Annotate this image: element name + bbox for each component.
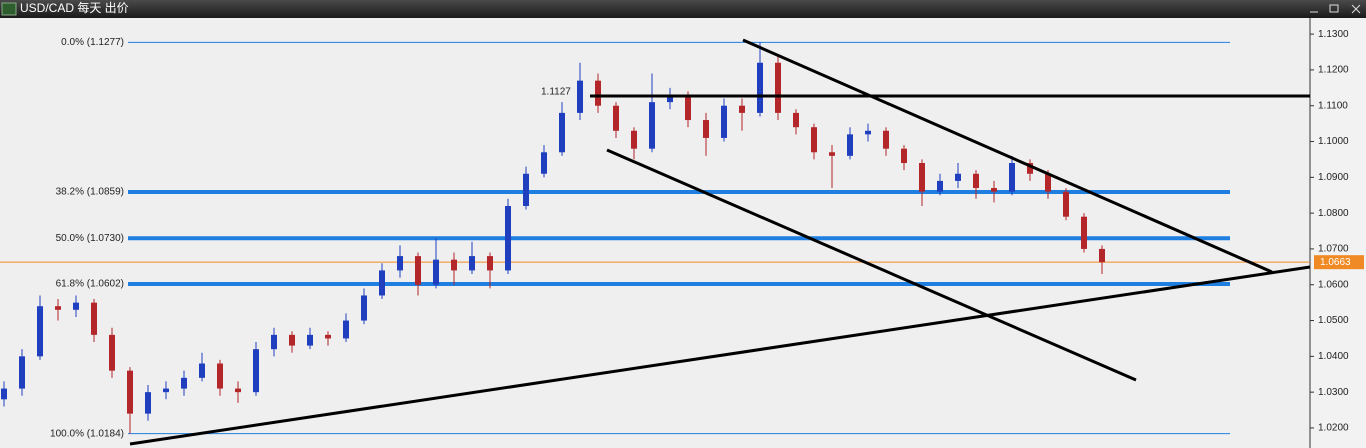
candle-body — [523, 173, 529, 206]
trendlines — [129, 38, 1311, 446]
app-icon — [1, 2, 17, 16]
plot-area — [0, 18, 1310, 448]
candle-body — [739, 105, 745, 113]
candle-body — [559, 112, 565, 153]
y-tick-label: 1.1000 — [1318, 136, 1349, 147]
restore-button[interactable] — [1329, 4, 1339, 13]
candle-body — [325, 334, 331, 339]
candle-body — [199, 363, 205, 378]
candle-body — [631, 130, 637, 149]
fib-label: 50.0% (1.0730) — [56, 233, 124, 244]
annotation: 1.1127 — [541, 87, 571, 98]
y-tick-label: 1.0500 — [1318, 315, 1349, 326]
y-tick-label: 1.0800 — [1318, 208, 1349, 219]
candle-body — [847, 134, 853, 156]
candle-body — [235, 388, 241, 393]
y-tick-label: 1.0600 — [1318, 279, 1349, 290]
candle-body — [1009, 163, 1015, 192]
candle-body — [829, 152, 835, 156]
candle-body — [37, 306, 43, 357]
candle-body — [343, 320, 349, 339]
candle-body — [19, 356, 25, 389]
candle-body — [613, 105, 619, 131]
candle-body — [649, 102, 655, 149]
close-button[interactable] — [1351, 4, 1361, 14]
channel-upper — [742, 38, 1273, 274]
candle-body — [865, 130, 871, 135]
price-axis — [1310, 18, 1366, 448]
candle-body — [127, 370, 133, 414]
candle-body — [181, 377, 187, 389]
y-tick-label: 1.1200 — [1318, 65, 1349, 76]
candle-body — [811, 127, 817, 153]
candle-body — [793, 112, 799, 128]
candle-body — [307, 334, 313, 346]
candle-body — [667, 94, 673, 103]
y-tick-label: 1.1300 — [1318, 29, 1349, 40]
candle-body — [919, 163, 925, 192]
fib-label: 0.0% (1.1277) — [61, 37, 124, 48]
candle-body — [469, 256, 475, 271]
candle-body — [1081, 216, 1087, 249]
current-price-label: 1.0663 — [1320, 257, 1351, 268]
candle-body — [433, 259, 439, 285]
candle-body — [487, 256, 493, 271]
y-tick-label: 1.0300 — [1318, 387, 1349, 398]
candle-body — [73, 302, 79, 310]
candle-body — [271, 334, 277, 350]
y-axis: 1.0200 1.0300 1.0400 1.0500 1.0600 1.0700 1.08… — [1310, 29, 1364, 434]
candle-body — [289, 334, 295, 346]
y-tick-label: 1.0900 — [1318, 172, 1349, 183]
candle-body — [361, 295, 367, 321]
candle-body — [577, 80, 583, 113]
support-trendline — [129, 265, 1311, 446]
candle-body — [91, 302, 97, 335]
candle-body — [451, 259, 457, 271]
y-tick-label: 1.0700 — [1318, 244, 1349, 255]
candle-body — [397, 256, 403, 271]
candle-body — [973, 173, 979, 189]
y-tick-label: 1.1100 — [1318, 100, 1348, 111]
candle-body — [163, 388, 169, 393]
candle-body — [775, 62, 781, 113]
candle-body — [1099, 248, 1105, 263]
fib-label: 38.2% (1.0859) — [56, 187, 124, 198]
fib-label: 61.8% (1.0602) — [56, 279, 124, 290]
candle-body — [721, 105, 727, 138]
candle-body — [109, 334, 115, 371]
candle-body — [937, 180, 943, 192]
fibonacci: 0.0% (1.1277) 38.2% (1.0859) 50.0% (1.0730… — [0, 37, 1310, 439]
candle-body — [685, 94, 691, 121]
candle-body — [883, 130, 889, 149]
candle-body — [1, 388, 7, 400]
y-tick-label: 1.0200 — [1318, 423, 1349, 434]
y-tick-label: 1.0400 — [1318, 351, 1349, 362]
channel-lower — [606, 148, 1137, 382]
candle-body — [991, 188, 997, 192]
candle-body — [595, 80, 601, 106]
candle-body — [1027, 163, 1033, 174]
candle-body — [757, 62, 763, 113]
candle-body — [1063, 191, 1069, 217]
candle-body — [415, 256, 421, 285]
current-price-box — [1314, 255, 1364, 270]
candle-body — [901, 148, 907, 164]
candle-body — [145, 392, 151, 414]
candle-body — [955, 173, 961, 181]
candles — [1, 42, 1105, 434]
title-bar — [0, 0, 1366, 18]
fib-label: 100.0% (1.0184) — [50, 428, 124, 439]
candle-body — [379, 270, 385, 296]
candle-body — [55, 306, 61, 310]
candle-body — [703, 120, 709, 138]
candle-body — [1045, 173, 1051, 192]
candle-body — [505, 205, 511, 271]
window-controls[interactable] — [1310, 4, 1361, 14]
window-title: USD/CAD 每天 出价 — [20, 0, 129, 15]
candle-body — [217, 363, 223, 389]
candle-body — [253, 349, 259, 393]
candle-body — [541, 152, 547, 174]
